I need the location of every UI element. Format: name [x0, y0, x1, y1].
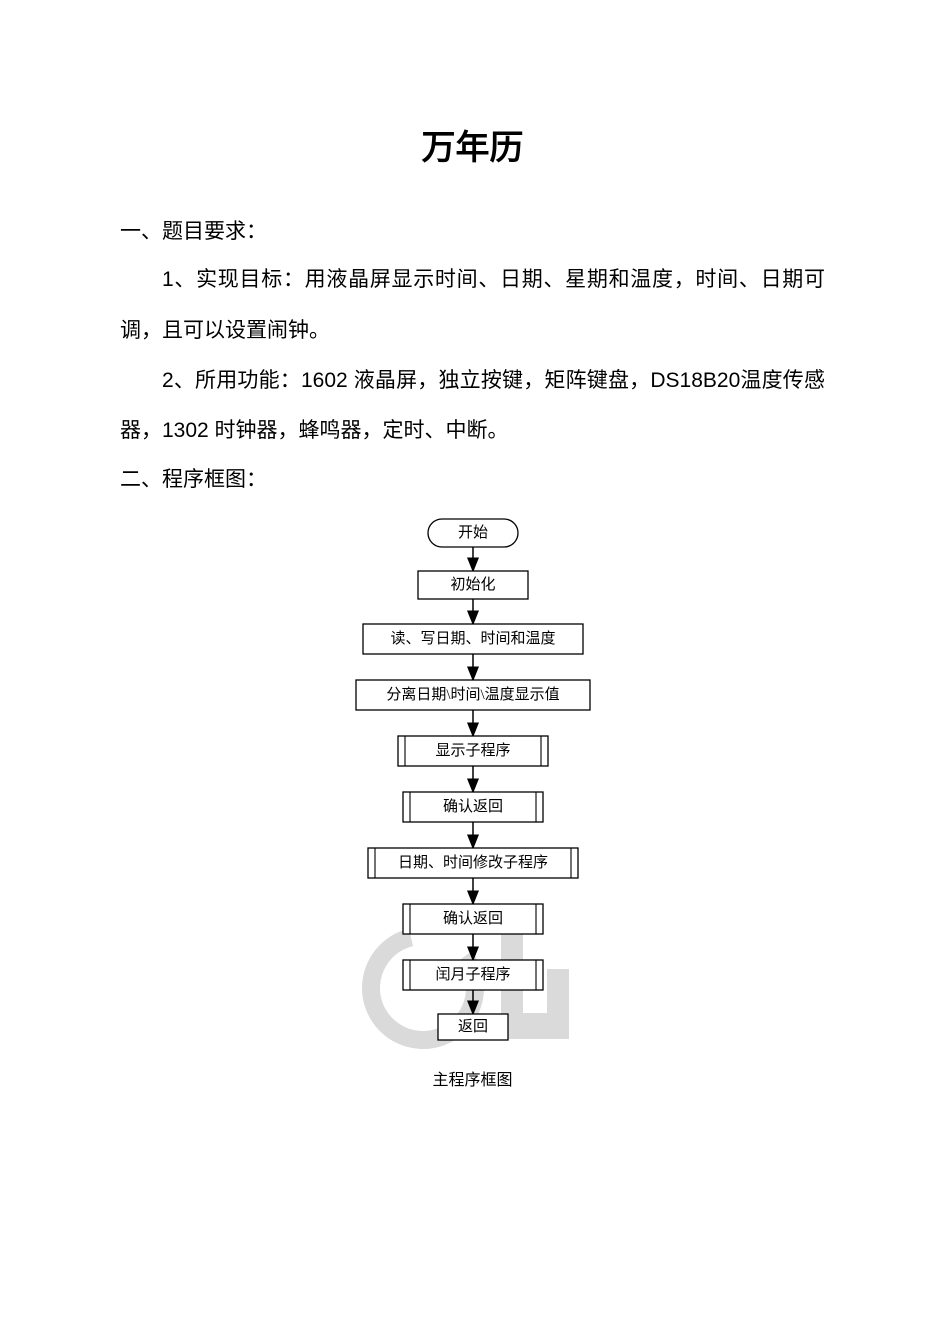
svg-text:闰月子程序: 闰月子程序 [435, 966, 510, 983]
paragraph-goal: 1、实现目标：用液晶屏显示时间、日期、星期和温度，时间、日期可调，且可以设置闹钟… [120, 255, 825, 356]
svg-text:确认返回: 确认返回 [442, 798, 502, 815]
svg-text:显示子程序: 显示子程序 [435, 742, 510, 759]
flowchart-caption: 主程序框图 [120, 1066, 825, 1090]
section-2-header: 二、程序框图： [120, 457, 825, 503]
svg-text:确认返回: 确认返回 [442, 910, 502, 927]
main-flowchart: 开始初始化读、写日期、时间和温度分离日期\时间\温度显示值显示子程序确认返回日期… [333, 513, 613, 1058]
page-title: 万年历 [120, 120, 825, 169]
svg-text:读、写日期、时间和温度: 读、写日期、时间和温度 [390, 630, 555, 647]
document-page: 万年历 一、题目要求： 1、实现目标：用液晶屏显示时间、日期、星期和温度，时间、… [0, 0, 945, 1337]
flowchart-container: 开始初始化读、写日期、时间和温度分离日期\时间\温度显示值显示子程序确认返回日期… [120, 513, 825, 1090]
svg-text:日期、时间修改子程序: 日期、时间修改子程序 [397, 854, 547, 871]
svg-text:初始化: 初始化 [450, 576, 495, 593]
paragraph-functions: 2、所用功能：1602 液晶屏，独立按键，矩阵键盘，DS18B20温度传感器，1… [120, 356, 825, 457]
svg-text:分离日期\时间\温度显示值: 分离日期\时间\温度显示值 [386, 686, 559, 703]
section-1-header: 一、题目要求： [120, 209, 825, 255]
svg-text:返回: 返回 [457, 1018, 487, 1035]
svg-text:开始: 开始 [457, 524, 487, 541]
